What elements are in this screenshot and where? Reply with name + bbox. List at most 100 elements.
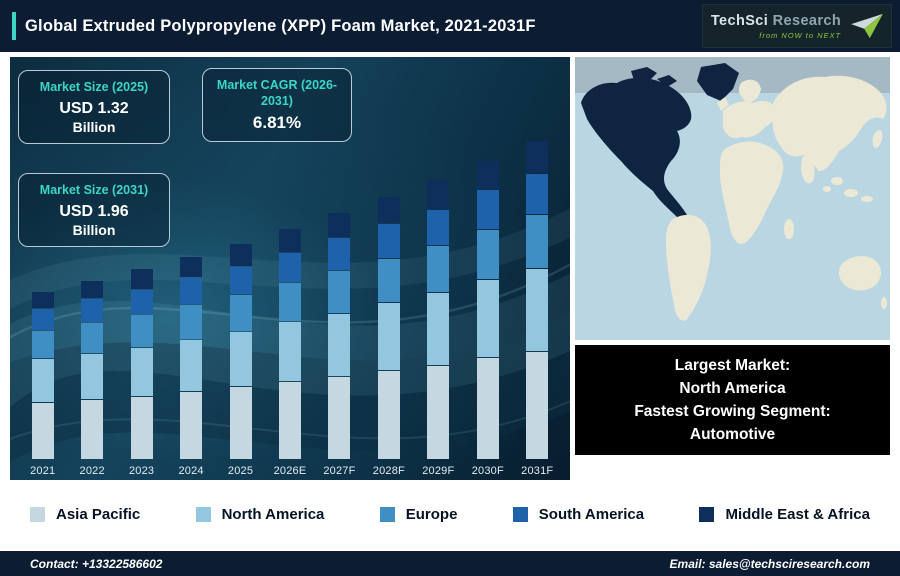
bar-stack bbox=[180, 256, 203, 459]
legend-item-south-america: South America bbox=[512, 505, 645, 523]
stat-box-market-cagr: Market CAGR (2026-2031) 6.81% bbox=[202, 68, 352, 143]
footer: Contact: +13322586602 Email: sales@techs… bbox=[0, 548, 900, 576]
bar-stack bbox=[229, 243, 252, 459]
legend-swatch bbox=[30, 506, 45, 522]
bar-segment-europe bbox=[476, 229, 499, 280]
callout-line: North America bbox=[679, 379, 786, 397]
bar-segment-north-america bbox=[278, 322, 301, 382]
bar-stack bbox=[328, 213, 351, 459]
year-label: 2027F bbox=[323, 465, 356, 477]
bar-segment-north-america bbox=[377, 302, 400, 370]
bar-segment-europe bbox=[427, 245, 450, 293]
bar-segment-asia-pacific bbox=[526, 351, 549, 459]
bar-segment-south-america bbox=[328, 238, 351, 271]
map-region-asia bbox=[772, 75, 887, 171]
year-label: 2024 bbox=[178, 465, 204, 477]
bar-segment-asia-pacific bbox=[476, 358, 499, 459]
stat-box-market-size-2025: Market Size (2025) USD 1.32 Billion bbox=[18, 70, 170, 144]
bar-segment-asia-pacific bbox=[81, 399, 104, 459]
bar-segment-south-america bbox=[377, 224, 400, 258]
bar-segment-asia-pacific bbox=[328, 377, 351, 459]
bar-stack bbox=[526, 141, 549, 459]
bar-segment-europe bbox=[328, 271, 351, 314]
bar-stack bbox=[476, 160, 499, 459]
stat-value: 6.81% bbox=[252, 113, 302, 133]
logo-tagline: from NOW to NEXT bbox=[759, 30, 842, 40]
bar-segment-asia-pacific bbox=[130, 396, 153, 459]
bar-segment-middle-east-africa bbox=[377, 197, 400, 224]
title-wrap: Global Extruded Polypropylene (XPP) Foam… bbox=[12, 12, 536, 40]
bar-column-2024: 2024 bbox=[168, 256, 214, 477]
bar-segment-middle-east-africa bbox=[81, 280, 104, 299]
logo-brand-secondary: Research bbox=[772, 12, 842, 29]
bar-segment-north-america bbox=[229, 331, 252, 386]
bar-segment-north-america bbox=[180, 339, 203, 391]
bar-segment-north-america bbox=[130, 347, 153, 396]
chart-panel: Market Size (2025) USD 1.32 Billion Mark… bbox=[10, 57, 570, 480]
page-title: Global Extruded Polypropylene (XPP) Foam… bbox=[25, 16, 536, 35]
bar-segment-south-america bbox=[427, 209, 450, 245]
bar-column-2031F: 2031F bbox=[514, 141, 560, 477]
bar-segment-asia-pacific bbox=[180, 391, 203, 459]
stat-value: USD 1.96 bbox=[59, 202, 129, 220]
bar-stack bbox=[377, 197, 400, 459]
bar-segment-south-america bbox=[81, 299, 104, 322]
bar-segment-middle-east-africa bbox=[278, 229, 301, 252]
bar-column-2023: 2023 bbox=[119, 269, 165, 477]
logo-texts: TechSci Research from NOW to NEXT bbox=[711, 13, 841, 40]
year-label: 2022 bbox=[79, 465, 105, 477]
main-content: Market Size (2025) USD 1.32 Billion Mark… bbox=[0, 52, 900, 480]
stat-unit: Billion bbox=[72, 118, 116, 135]
legend-label: North America bbox=[221, 505, 325, 523]
legend-label: Europe bbox=[405, 505, 458, 523]
bar-stack bbox=[278, 229, 301, 459]
footer-contact: Contact: +13322586602 bbox=[30, 556, 163, 571]
bars-row: 2021 2022 2023 2024 2025 2026E 2027F 2028F 2029F… bbox=[10, 141, 570, 477]
legend-swatch bbox=[195, 506, 211, 522]
legend-item-middle-east-africa: Middle East & Africa bbox=[699, 506, 870, 523]
year-label: 2025 bbox=[227, 465, 254, 477]
year-label: 2030F bbox=[471, 465, 504, 477]
logo-brand-primary: TechSci bbox=[710, 12, 769, 29]
bar-segment-middle-east-africa bbox=[130, 269, 153, 289]
world-map bbox=[575, 57, 890, 340]
bar-stack bbox=[81, 280, 104, 459]
bar-column-2027F: 2027F bbox=[316, 213, 362, 477]
bar-segment-middle-east-africa bbox=[180, 256, 203, 278]
bar-segment-asia-pacific bbox=[377, 371, 400, 459]
year-label: 2026E bbox=[273, 465, 307, 477]
map-region-australia bbox=[838, 256, 882, 291]
year-label: 2029F bbox=[422, 465, 455, 477]
stat-label: Market CAGR (2026-2031) bbox=[216, 78, 338, 108]
techsci-logo: TechSci Research from NOW to NEXT bbox=[702, 4, 892, 48]
stat-unit: Billion bbox=[72, 221, 116, 238]
right-column: Largest Market: North America Fastest Gr… bbox=[575, 57, 890, 480]
bar-segment-asia-pacific bbox=[427, 366, 450, 459]
bar-segment-north-america bbox=[328, 314, 351, 377]
year-label: 2023 bbox=[128, 465, 155, 477]
bar-segment-europe bbox=[31, 330, 54, 358]
bar-segment-europe bbox=[180, 305, 203, 339]
stat-label: Market Size (2031) bbox=[39, 183, 149, 197]
bar-stack bbox=[31, 291, 54, 459]
bar-column-2030F: 2030F bbox=[465, 160, 511, 477]
logo-brand-text: TechSci Research bbox=[711, 13, 841, 29]
bar-segment-south-america bbox=[130, 289, 153, 314]
bar-column-2021: 2021 bbox=[20, 291, 66, 477]
map-region-south-america bbox=[666, 214, 711, 321]
bar-column-2026E: 2026E bbox=[267, 229, 313, 477]
bar-segment-middle-east-africa bbox=[328, 213, 351, 238]
bar-segment-middle-east-africa bbox=[229, 243, 252, 267]
bar-segment-asia-pacific bbox=[31, 403, 54, 459]
paper-plane-icon bbox=[851, 13, 884, 39]
legend-swatch bbox=[699, 506, 715, 522]
bar-column-2022: 2022 bbox=[69, 280, 115, 477]
map-region-north-america bbox=[581, 77, 692, 221]
bar-segment-middle-east-africa bbox=[427, 179, 450, 209]
legend-label: South America bbox=[538, 505, 645, 523]
bar-segment-europe bbox=[377, 258, 400, 302]
bar-segment-europe bbox=[81, 322, 104, 354]
legend-swatch bbox=[379, 506, 395, 522]
bar-segment-north-america bbox=[81, 354, 104, 399]
legend-item-north-america: North America bbox=[195, 505, 325, 523]
